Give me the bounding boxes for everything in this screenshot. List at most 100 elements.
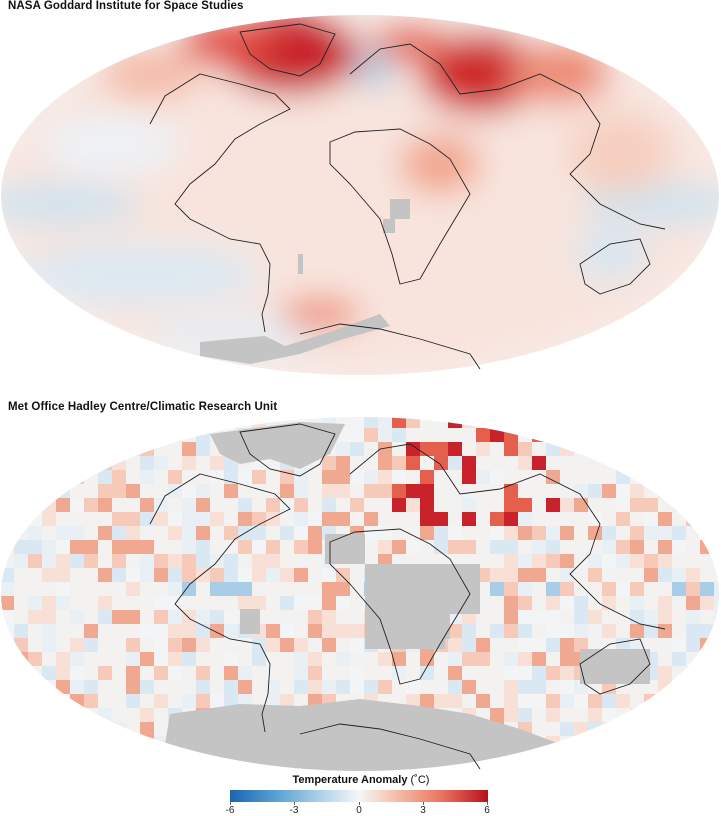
- anomaly-cell: [140, 652, 154, 666]
- anomaly-cell: [1, 582, 14, 596]
- legend-tick-label: -3: [289, 805, 299, 816]
- anomaly-cell: [196, 666, 210, 680]
- anomaly-cell: [154, 610, 168, 624]
- anomaly-cell: [378, 526, 392, 540]
- anomaly-cell: [140, 554, 154, 568]
- anomaly-cell: [140, 498, 154, 512]
- anomaly-cell: [154, 666, 168, 680]
- anomaly-cell: [602, 484, 616, 498]
- anomaly-cell: [364, 417, 378, 428]
- coastlines: [149, 423, 666, 770]
- anomaly-cell: [504, 428, 518, 442]
- anomaly-cell: [42, 498, 56, 512]
- anomaly-cell: [574, 428, 588, 442]
- anomaly-cell: [322, 624, 336, 638]
- anomaly-cell: [658, 694, 672, 708]
- anomaly-cell: [714, 498, 719, 512]
- anomaly-cell: [154, 428, 168, 442]
- anomaly-cell: [700, 680, 714, 694]
- anomaly-cell: [658, 484, 672, 498]
- anomaly-cell: [448, 638, 462, 652]
- anomaly-cell: [434, 512, 448, 526]
- legend-tick: [294, 802, 295, 805]
- anomaly-cell: [574, 722, 588, 736]
- anomaly-cell: [518, 596, 532, 610]
- anomaly-cell: [378, 484, 392, 498]
- anomaly-cell: [56, 568, 70, 582]
- anomaly-cell: [1, 596, 14, 610]
- anomaly-cell: [168, 512, 182, 526]
- anomaly-cell: [154, 638, 168, 652]
- anomaly-cell: [658, 666, 672, 680]
- anomaly-cell: [714, 666, 719, 680]
- anomaly-cell: [196, 554, 210, 568]
- anomaly-cell: [588, 610, 602, 624]
- anomaly-cell: [518, 554, 532, 568]
- anomaly-cell: [560, 764, 574, 771]
- anomaly-cell: [560, 582, 574, 596]
- anomaly-cell: [154, 624, 168, 638]
- anomaly-cell: [616, 484, 630, 498]
- anomaly-cell: [14, 624, 28, 638]
- anomaly-cell: [294, 596, 308, 610]
- anomaly-cell: [700, 442, 714, 456]
- anomaly-cell: [630, 442, 644, 456]
- anomaly-cell: [196, 484, 210, 498]
- anomaly-cell: [658, 428, 672, 442]
- anomaly-cell: [364, 526, 378, 540]
- anomaly-cell: [420, 470, 434, 484]
- anomaly-cell: [532, 750, 546, 764]
- legend-title: Temperature Anomaly: [292, 774, 408, 786]
- anomaly-cell: [238, 680, 252, 694]
- anomaly-cell: [56, 540, 70, 554]
- anomaly-cell: [238, 540, 252, 554]
- anomaly-cell: [672, 652, 686, 666]
- anomaly-cell: [98, 610, 112, 624]
- anomaly-cell: [336, 512, 350, 526]
- anomaly-cell: [532, 666, 546, 680]
- anomaly-cell: [182, 512, 196, 526]
- anomaly-cell: [406, 498, 420, 512]
- anomaly-cell: [182, 652, 196, 666]
- anomaly-cell: [98, 417, 112, 428]
- anomaly-cell: [546, 624, 560, 638]
- anomaly-cell: [630, 610, 644, 624]
- anomaly-cell: [224, 582, 238, 596]
- anomaly-cell: [98, 498, 112, 512]
- anomaly-cell: [350, 428, 364, 442]
- anomaly-cell: [560, 680, 574, 694]
- anomaly-cell: [546, 554, 560, 568]
- anomaly-cell: [644, 694, 658, 708]
- anomaly-cell: [532, 526, 546, 540]
- anomaly-cell: [448, 666, 462, 680]
- anomaly-cell: [560, 750, 574, 764]
- legend-tick-label: 3: [420, 805, 426, 816]
- anomaly-cell: [658, 442, 672, 456]
- anomaly-cell: [714, 722, 719, 736]
- legend-tick: [487, 802, 488, 805]
- anomaly-cell: [126, 484, 140, 498]
- anomaly-cell: [518, 666, 532, 680]
- anomaly-cell: [266, 638, 280, 652]
- anomaly-cell: [294, 498, 308, 512]
- anomaly-cell: [658, 736, 672, 750]
- anomaly-cell: [518, 498, 532, 512]
- anomaly-cell: [294, 666, 308, 680]
- anomaly-cell: [406, 484, 420, 498]
- anomaly-cell: [644, 526, 658, 540]
- anomaly-cell: [42, 417, 56, 428]
- anomaly-cell: [574, 484, 588, 498]
- anomaly-cell: [546, 417, 560, 428]
- anomaly-cell: [714, 540, 719, 554]
- anomaly-cell: [42, 708, 56, 722]
- anomaly-cell: [364, 512, 378, 526]
- anomaly-cell: [686, 764, 700, 771]
- anomaly-cell: [602, 624, 616, 638]
- anomaly-cell: [350, 498, 364, 512]
- anomaly-cell: [14, 456, 28, 470]
- anomaly-cell: [616, 540, 630, 554]
- anomaly-cell: [504, 708, 518, 722]
- anomaly-cell: [588, 722, 602, 736]
- anomaly-cell: [504, 596, 518, 610]
- anomaly-cell: [154, 568, 168, 582]
